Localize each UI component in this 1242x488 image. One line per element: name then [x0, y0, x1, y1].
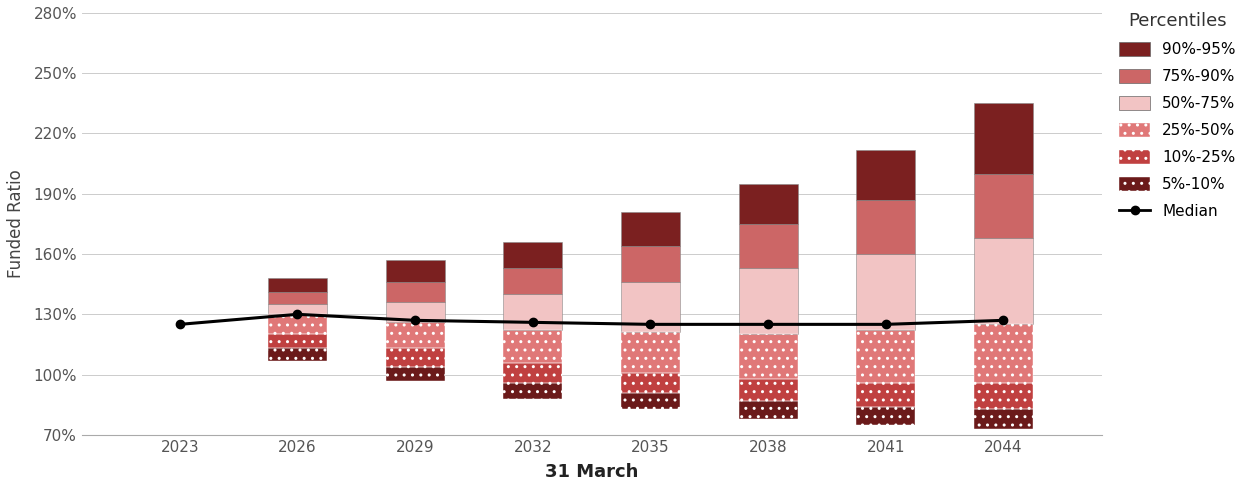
Bar — [503, 330, 563, 363]
Median — [996, 317, 1011, 323]
Bar — [386, 366, 445, 381]
Bar — [857, 200, 915, 254]
Line: Median: Median — [175, 310, 1007, 328]
Bar — [857, 407, 915, 425]
Bar — [503, 363, 563, 383]
Bar — [621, 372, 679, 393]
Legend: 90%-95%, 75%-90%, 50%-75%, 25%-50%, 10%-25%, 5%-10%, Median: 90%-95%, 75%-90%, 50%-75%, 25%-50%, 10%-… — [1119, 12, 1236, 219]
Bar — [386, 302, 445, 323]
Bar — [268, 292, 327, 304]
Bar — [974, 383, 1033, 409]
Bar — [386, 282, 445, 302]
Bar — [503, 383, 563, 399]
Bar — [739, 334, 797, 379]
Bar — [503, 294, 563, 330]
Bar — [739, 379, 797, 401]
Bar — [857, 254, 915, 330]
Bar — [268, 314, 327, 334]
Bar — [386, 323, 445, 348]
Bar — [974, 325, 1033, 383]
Bar — [503, 268, 563, 294]
Bar — [739, 334, 797, 379]
Median — [878, 322, 893, 327]
Bar — [621, 372, 679, 393]
Bar — [739, 401, 797, 419]
Bar — [268, 348, 327, 361]
Bar — [386, 323, 445, 348]
Median — [173, 322, 188, 327]
Bar — [268, 304, 327, 314]
Bar — [503, 242, 563, 268]
Bar — [857, 407, 915, 425]
Bar — [739, 183, 797, 224]
Bar — [268, 278, 327, 292]
Bar — [386, 348, 445, 366]
Bar — [621, 282, 679, 332]
Bar — [621, 246, 679, 282]
Bar — [268, 334, 327, 348]
Bar — [621, 393, 679, 409]
X-axis label: 31 March: 31 March — [545, 463, 638, 481]
Bar — [503, 363, 563, 383]
Bar — [739, 224, 797, 268]
Bar — [268, 314, 327, 334]
Median — [407, 317, 422, 323]
Bar — [503, 330, 563, 363]
Bar — [974, 174, 1033, 238]
Bar — [268, 348, 327, 361]
Bar — [974, 409, 1033, 429]
Bar — [857, 383, 915, 407]
Bar — [386, 260, 445, 282]
Bar — [974, 409, 1033, 429]
Bar — [621, 212, 679, 246]
Bar — [268, 334, 327, 348]
Bar — [974, 325, 1033, 383]
Bar — [621, 332, 679, 372]
Bar — [974, 103, 1033, 174]
Bar — [503, 383, 563, 399]
Bar — [857, 383, 915, 407]
Median — [643, 322, 658, 327]
Y-axis label: Funded Ratio: Funded Ratio — [7, 169, 25, 278]
Bar — [974, 238, 1033, 325]
Bar — [857, 330, 915, 383]
Bar — [739, 268, 797, 334]
Bar — [621, 332, 679, 372]
Bar — [739, 401, 797, 419]
Bar — [386, 348, 445, 366]
Median — [291, 311, 306, 317]
Bar — [739, 379, 797, 401]
Bar — [386, 366, 445, 381]
Bar — [621, 393, 679, 409]
Bar — [857, 330, 915, 383]
Bar — [857, 149, 915, 200]
Median — [760, 322, 775, 327]
Bar — [974, 383, 1033, 409]
Median — [525, 320, 540, 325]
